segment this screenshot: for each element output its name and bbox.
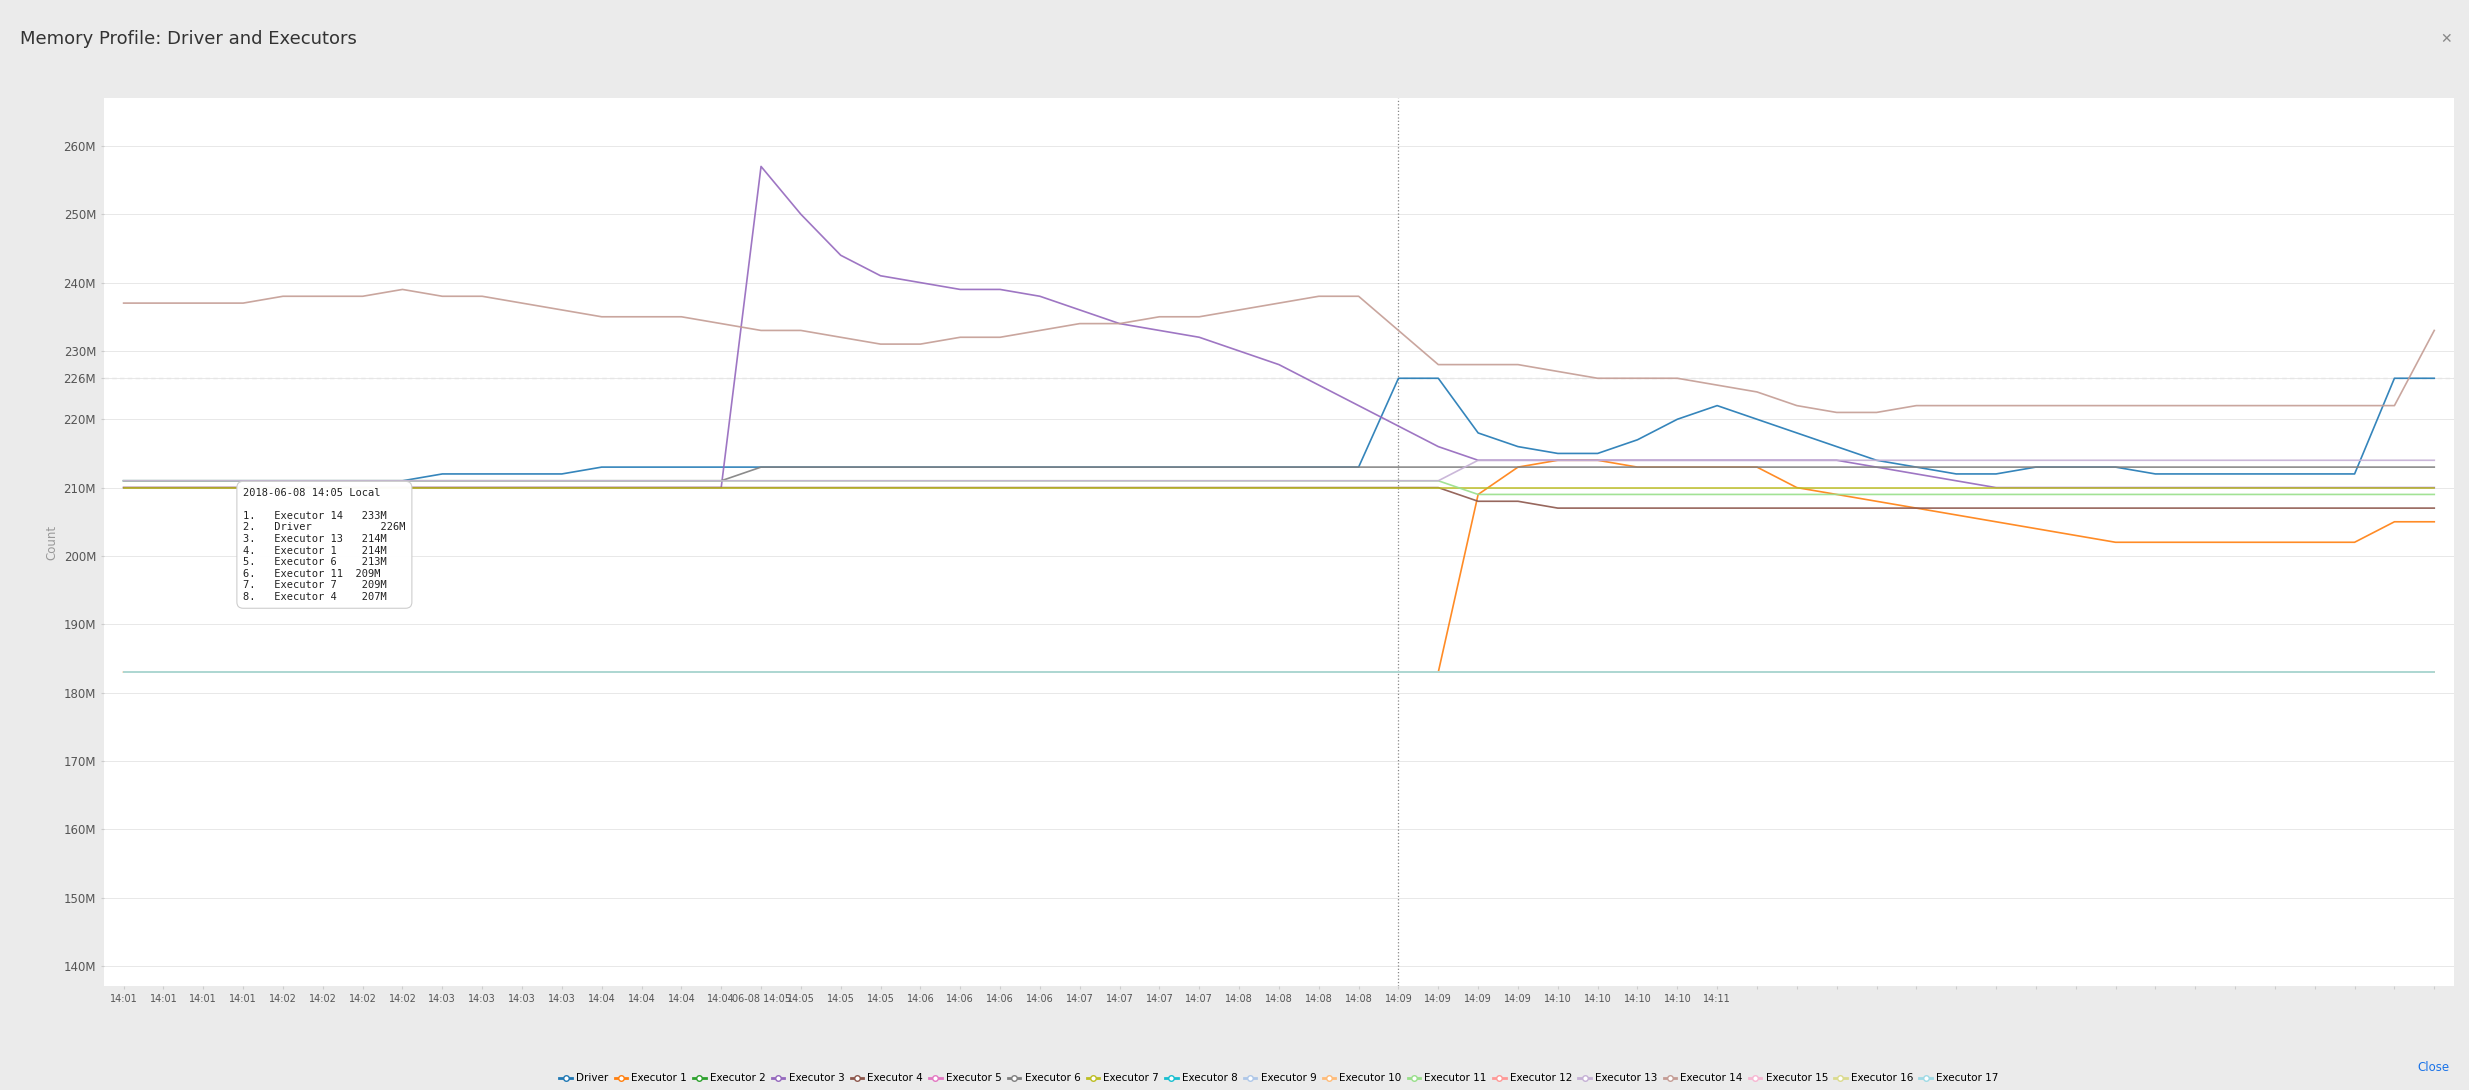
Text: Memory Profile: Driver and Executors: Memory Profile: Driver and Executors	[20, 29, 356, 48]
Y-axis label: Count: Count	[44, 524, 57, 560]
Text: Close: Close	[2417, 1061, 2449, 1074]
Text: ✕: ✕	[2439, 32, 2452, 46]
Text: 2018-06-08 14:05 Local

1.   Executor 14   233M
2.   Driver           226M
3.   : 2018-06-08 14:05 Local 1. Executor 14 23…	[242, 487, 405, 602]
Legend: Driver, Executor 1, Executor 2, Executor 3, Executor 4, Executor 5, Executor 6, : Driver, Executor 1, Executor 2, Executor…	[560, 1074, 1997, 1083]
